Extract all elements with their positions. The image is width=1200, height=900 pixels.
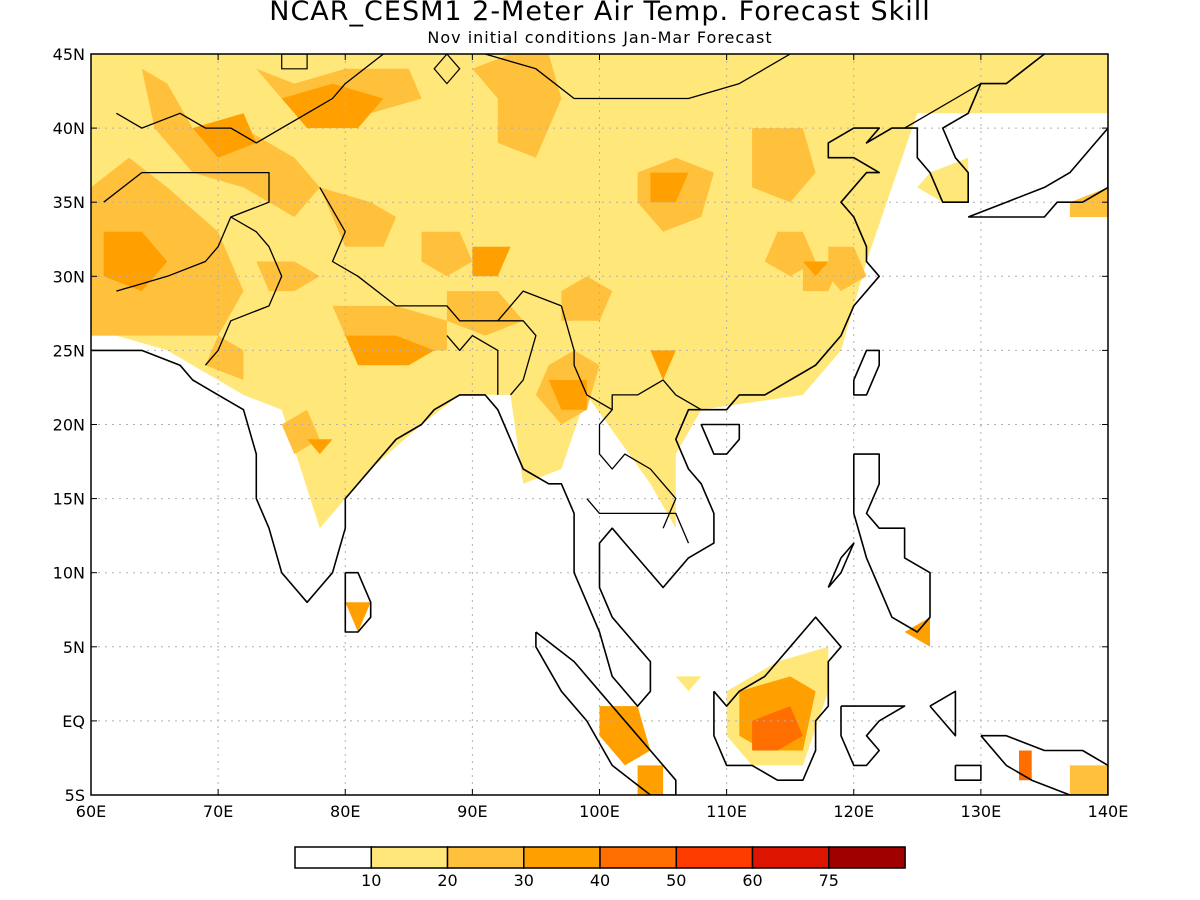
skill-region-16	[764, 231, 816, 277]
colorbar-swatch-4	[599, 846, 678, 869]
skill-region-13	[561, 276, 613, 321]
country-border-2	[319, 187, 562, 322]
skill-shading-layer	[91, 54, 1108, 795]
map-title: NCAR_CESM1 2-Meter Air Temp. Forecast Sk…	[269, 0, 931, 27]
country-border-5	[560, 305, 702, 411]
y-tick-label: 5S	[65, 786, 85, 805]
axis-ticks: 60E 70E 80E 90E 100E 110E 120E 130E 140E 45N 40N 35…	[53, 45, 1129, 821]
country-border-0	[103, 171, 270, 292]
x-tick-label: 90E	[457, 802, 487, 821]
coastline-12	[954, 764, 982, 782]
coastline-6	[840, 705, 906, 767]
colorbar-label: 60	[742, 871, 762, 890]
y-tick-label: 20N	[53, 416, 85, 435]
y-tick-label: 15N	[53, 490, 85, 509]
skill-region-17	[828, 246, 867, 292]
coastline-1	[344, 571, 372, 633]
colorbar-label: 50	[666, 871, 686, 890]
skill-region-23	[281, 83, 384, 129]
lake-outline-0	[433, 54, 461, 85]
skill-region-2	[91, 157, 244, 336]
coastline-7	[827, 542, 855, 589]
country-border-9	[484, 54, 792, 100]
skill-region-25	[472, 246, 511, 277]
colorbar-label: 30	[514, 871, 534, 890]
coastline-3	[852, 349, 881, 396]
skill-region-33	[752, 706, 803, 751]
colorbar-label: 10	[361, 871, 381, 890]
colorbar: 10 20 30 40 50 60 75	[294, 846, 906, 890]
country-border-6	[598, 409, 677, 529]
colorbar-swatch-6	[751, 846, 830, 869]
colorbar-swatch-3	[523, 846, 601, 869]
colorbar-label: 40	[590, 871, 610, 890]
skill-region-27	[307, 439, 333, 455]
x-tick-label: 130E	[961, 802, 1002, 821]
skill-region-9	[281, 409, 320, 455]
coastline-2	[700, 423, 741, 455]
country-border-10	[904, 83, 982, 129]
x-tick-label: 80E	[330, 802, 360, 821]
skill-region-10	[421, 231, 473, 277]
y-tick-label: 5N	[63, 638, 85, 657]
skill-region-20	[1069, 187, 1108, 217]
skill-region-37	[345, 602, 371, 632]
skill-region-8	[205, 335, 244, 380]
x-tick-label: 120E	[833, 802, 874, 821]
colorbar-swatch-1	[370, 846, 449, 869]
country-border-7	[586, 498, 690, 544]
skill-region-12	[472, 54, 562, 158]
skill-region-29	[548, 380, 587, 410]
coastline-10	[980, 734, 1108, 795]
skill-region-36	[675, 676, 702, 692]
colorbar-swatch-5	[675, 846, 754, 869]
colorbar-label: 75	[819, 871, 839, 890]
y-tick-label: 10N	[53, 564, 85, 583]
skill-region-26	[650, 172, 689, 203]
x-tick-label: 100E	[579, 802, 620, 821]
coastline-11	[929, 690, 957, 737]
x-tick-label: 60E	[76, 802, 106, 821]
skill-region-22	[192, 113, 257, 158]
country-border-8	[116, 54, 384, 144]
skill-region-35	[637, 765, 664, 795]
skill-region-11	[446, 291, 524, 336]
skill-region-0	[91, 54, 1108, 529]
map-subtitle: Nov initial conditions Jan-Mar Forecast	[427, 28, 773, 47]
skill-region-28	[650, 350, 676, 380]
colorbar-swatch-2	[446, 846, 525, 869]
skill-region-30	[802, 261, 829, 277]
skill-region-1	[917, 157, 969, 203]
y-tick-label: 35N	[53, 193, 85, 212]
y-tick-label: 45N	[53, 45, 85, 64]
skill-region-24	[345, 335, 435, 366]
y-tick-label: 30N	[53, 267, 85, 286]
x-tick-label: 70E	[203, 802, 233, 821]
y-tick-label: 40N	[53, 119, 85, 138]
colorbar-swatch-0	[294, 846, 373, 869]
lake-outline-1	[281, 54, 308, 70]
x-tick-label: 140E	[1088, 802, 1129, 821]
coastline-8	[852, 453, 931, 633]
colorbar-swatch-7	[828, 846, 906, 869]
x-tick-label: 110E	[706, 802, 747, 821]
country-border-1	[204, 216, 283, 366]
coastline-4	[535, 631, 677, 795]
colorbar-label: 20	[437, 871, 457, 890]
gridlines	[91, 54, 1108, 795]
coastline-5	[713, 616, 842, 782]
skill-region-5	[319, 187, 397, 247]
country-border-4	[497, 320, 537, 396]
coastline-0	[91, 54, 1045, 707]
skill-region-15	[752, 128, 816, 203]
coastlines-layer	[91, 54, 1108, 795]
country-border-3	[446, 334, 499, 395]
coastline-9	[967, 127, 1108, 218]
skill-region-39	[1069, 765, 1108, 795]
y-tick-label: 25N	[53, 341, 85, 360]
y-tick-label: EQ	[62, 712, 85, 731]
skill-region-40	[1019, 750, 1032, 781]
